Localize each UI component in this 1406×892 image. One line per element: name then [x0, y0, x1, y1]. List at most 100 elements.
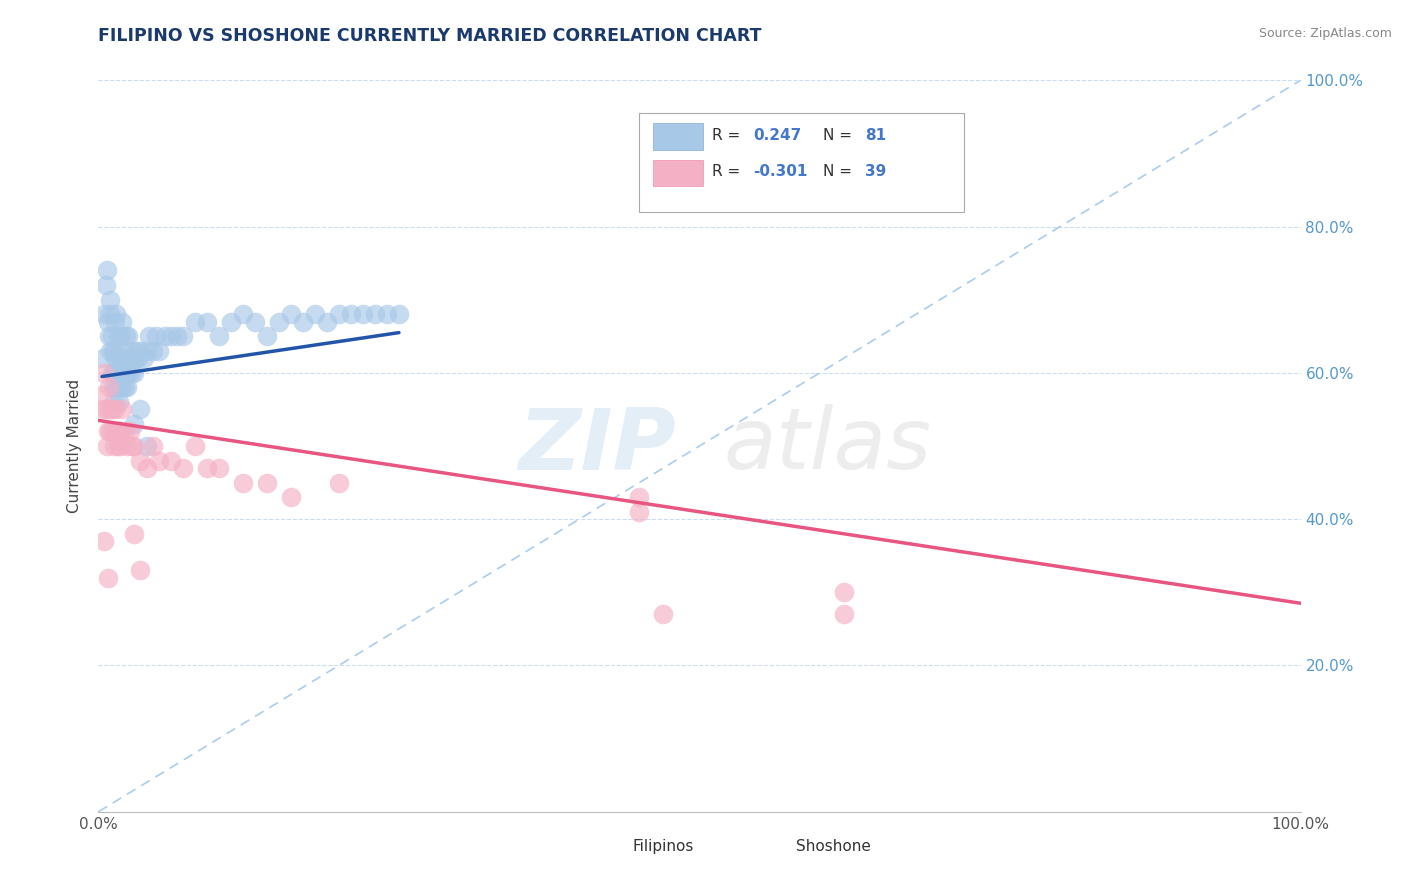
Point — [91, 388, 114, 402]
FancyBboxPatch shape — [640, 113, 965, 212]
Point — [114, 380, 136, 394]
Point — [183, 315, 205, 329]
Text: Shoshone: Shoshone — [796, 838, 870, 854]
Text: FILIPINO VS SHOSHONE CURRENTLY MARRIED CORRELATION CHART: FILIPINO VS SHOSHONE CURRENTLY MARRIED C… — [98, 27, 762, 45]
Point — [232, 475, 254, 490]
Point — [304, 307, 326, 321]
Text: R =: R = — [711, 128, 745, 143]
Text: -0.301: -0.301 — [754, 164, 808, 179]
Point — [101, 380, 124, 394]
Point — [124, 526, 146, 541]
Point — [135, 461, 157, 475]
Point — [122, 343, 145, 358]
Point — [108, 395, 131, 409]
Point — [97, 425, 120, 439]
Point — [172, 461, 194, 475]
Point — [101, 343, 124, 358]
Point — [98, 329, 121, 343]
Point — [105, 380, 128, 394]
Text: Source: ZipAtlas.com: Source: ZipAtlas.com — [1258, 27, 1392, 40]
Point — [104, 315, 127, 329]
Point — [166, 329, 188, 343]
Text: R =: R = — [711, 164, 745, 179]
Point — [98, 380, 121, 394]
Point — [114, 425, 136, 439]
Point — [117, 380, 139, 394]
Point — [107, 366, 129, 380]
Text: 81: 81 — [865, 128, 887, 143]
Point — [111, 315, 134, 329]
Point — [97, 571, 120, 585]
Point — [108, 425, 131, 439]
Point — [108, 380, 131, 394]
Point — [135, 439, 157, 453]
Point — [97, 315, 120, 329]
Point — [129, 563, 152, 577]
Point — [375, 307, 398, 321]
Point — [117, 366, 139, 380]
FancyBboxPatch shape — [751, 835, 790, 858]
Point — [124, 417, 146, 431]
Point — [195, 315, 218, 329]
Point — [110, 425, 132, 439]
Point — [110, 329, 132, 343]
Point — [364, 307, 387, 321]
Point — [124, 366, 146, 380]
Point — [91, 402, 114, 417]
Point — [159, 329, 181, 343]
Point — [219, 315, 242, 329]
Point — [352, 307, 374, 321]
Y-axis label: Currently Married: Currently Married — [67, 379, 83, 513]
Point — [141, 343, 163, 358]
Point — [96, 439, 118, 453]
Text: N =: N = — [824, 128, 858, 143]
Point — [628, 490, 651, 504]
Point — [256, 329, 278, 343]
Text: atlas: atlas — [724, 404, 932, 488]
Point — [100, 293, 122, 307]
Point — [117, 329, 139, 343]
Point — [103, 366, 125, 380]
Point — [132, 351, 155, 366]
Point — [118, 351, 141, 366]
Point — [125, 351, 148, 366]
Point — [832, 585, 855, 599]
Point — [110, 351, 132, 366]
Point — [103, 439, 125, 453]
Point — [111, 351, 134, 366]
Point — [129, 343, 152, 358]
Point — [125, 343, 148, 358]
Point — [148, 343, 170, 358]
FancyBboxPatch shape — [589, 835, 627, 858]
Point — [121, 351, 143, 366]
Point — [340, 307, 363, 321]
Point — [105, 307, 128, 321]
Point — [280, 490, 302, 504]
Point — [93, 534, 115, 549]
Point — [628, 505, 651, 519]
Text: ZIP: ZIP — [517, 404, 675, 488]
Point — [129, 402, 152, 417]
Point — [105, 425, 128, 439]
Point — [145, 329, 167, 343]
Point — [315, 315, 337, 329]
Point — [112, 366, 135, 380]
Point — [159, 453, 181, 467]
Point — [328, 475, 350, 490]
Point — [183, 439, 205, 453]
Point — [100, 343, 122, 358]
Point — [267, 315, 290, 329]
Point — [121, 439, 143, 453]
Point — [243, 315, 266, 329]
Point — [100, 366, 122, 380]
Point — [103, 395, 125, 409]
Point — [104, 351, 127, 366]
Point — [135, 343, 157, 358]
Text: 0.247: 0.247 — [754, 128, 801, 143]
Point — [91, 351, 114, 366]
Point — [141, 439, 163, 453]
Point — [111, 402, 134, 417]
Point — [208, 461, 231, 475]
Point — [100, 307, 122, 321]
Point — [208, 329, 231, 343]
